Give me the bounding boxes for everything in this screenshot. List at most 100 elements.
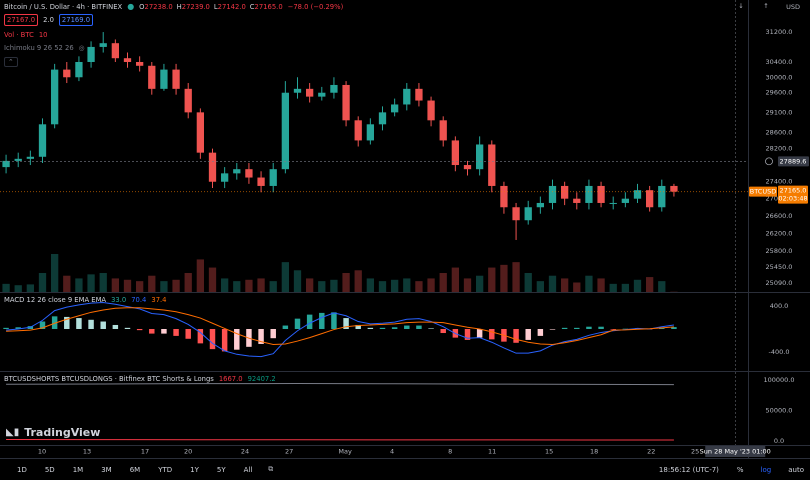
range-button[interactable]: YTD (158, 465, 173, 474)
volume-bar (415, 281, 423, 292)
range-button[interactable]: 6M (129, 465, 141, 474)
volume-bar (354, 270, 362, 292)
macd-histogram-bar (574, 327, 580, 329)
branding-text: TradingView (24, 426, 101, 439)
macd-histogram-bar (343, 318, 349, 329)
candle-body (597, 185, 605, 203)
macd-histogram-bar (379, 327, 386, 329)
y-tick-label: 27400.0 (766, 178, 793, 186)
macd-histogram-bar (391, 327, 398, 329)
macd-last: 70.4 (131, 296, 147, 304)
candle-body (512, 207, 520, 221)
candle-body (281, 92, 289, 170)
volume-bar (63, 275, 71, 292)
candle-body (245, 169, 253, 178)
range-button[interactable]: 5D (44, 465, 55, 474)
series-line (6, 438, 674, 441)
range-button[interactable]: All (243, 465, 253, 474)
volume-bar (561, 278, 569, 292)
eye-icon[interactable]: ◎ (78, 44, 85, 52)
candle-body (670, 185, 678, 192)
candle-body (233, 169, 241, 174)
last-price-tag (778, 185, 808, 204)
ohlc-key: O (139, 2, 145, 11)
macd-histogram-bar (294, 318, 301, 329)
bid[interactable]: 27167.0 (4, 14, 39, 26)
scroll-button[interactable]: ↑ (763, 2, 768, 10)
volume-bar (148, 275, 156, 292)
candle-body (548, 185, 557, 203)
volume-bar (87, 274, 95, 292)
hist-last: 33.0 (111, 296, 127, 304)
macd-histogram-bar (537, 328, 544, 336)
x-tick-label: 11 (488, 448, 496, 456)
branding[interactable]: ◣▮ TradingView (6, 426, 101, 439)
signal-line (6, 307, 674, 346)
range-button[interactable]: 1M (72, 465, 84, 474)
volume-bar (597, 278, 605, 292)
macd-histogram-bar (234, 328, 240, 350)
indicator-legend: Ichimoku 9 26 52 26 ◎ (4, 44, 85, 52)
candle-body (403, 88, 411, 105)
volume-bar (646, 277, 654, 292)
candle-body (38, 124, 47, 157)
candle-body (269, 169, 277, 186)
volume-bar (14, 285, 22, 292)
volume-bar (573, 282, 581, 292)
option-button[interactable]: auto (788, 465, 804, 474)
candle-body (318, 92, 326, 97)
range-button[interactable]: 5Y (216, 465, 226, 474)
market-dot: ● (127, 2, 135, 11)
ask[interactable]: 27169.0 (58, 14, 94, 26)
ohlc-value: 27239.0 (181, 2, 210, 11)
macd-title: MACD 12 26 close 9 EMA EMA (4, 296, 107, 304)
candle-body (536, 202, 544, 208)
macd-histogram-bar (270, 328, 276, 339)
candle-body (172, 69, 180, 89)
ohlc-key: C (249, 2, 255, 11)
candle-body (585, 185, 593, 203)
option-button[interactable]: log (760, 465, 772, 474)
candle-body (378, 112, 387, 125)
y-tick-label: 50000.0 (766, 406, 793, 414)
y-tick-label: 28200.0 (766, 145, 793, 153)
macd-line (6, 302, 674, 358)
ohlc-value: 27142.0 (217, 2, 246, 11)
candle-body (87, 46, 95, 62)
option-button[interactable]: % (736, 465, 744, 474)
volume-bar (548, 275, 557, 292)
candle-body (658, 185, 666, 208)
crosshair-price-box (778, 156, 809, 167)
macd-histogram-bar (3, 327, 9, 329)
volume-bar (403, 278, 411, 292)
range-button[interactable]: 1D (17, 465, 27, 474)
screenshot-icon[interactable]: ⧉ (268, 465, 274, 473)
ohlc: O 27238.0 H 27239.0 L 27142.0 C 27165.0 (139, 3, 282, 11)
header: Bitcoin / U.S. Dollar · 4h · BITFINEX ● … (4, 2, 343, 11)
macd-histogram-bar (331, 312, 337, 329)
volume-bar (196, 259, 204, 292)
ohlc-value: 27238.0 (144, 2, 173, 11)
x-tick-label: 25 (691, 448, 699, 456)
macd-histogram-bar (124, 327, 131, 329)
y-tick-label: 30000.0 (766, 73, 793, 81)
macd-histogram-bar (112, 324, 119, 329)
candle-body (14, 158, 22, 161)
candle-body (148, 65, 156, 89)
volume-bar (75, 278, 83, 292)
range-button[interactable]: 3M (101, 465, 112, 474)
volume-bar (439, 273, 447, 292)
range-button[interactable]: 1Y (190, 465, 199, 474)
volume-bar (221, 278, 229, 292)
volume-bar (306, 278, 314, 292)
y-tick-label: 29600.0 (766, 89, 793, 97)
macd-histogram-bar (258, 328, 264, 344)
macd-histogram-bar (39, 321, 46, 329)
add-alert-button[interactable] (765, 157, 773, 166)
candle-body (123, 58, 132, 62)
quotes: 27167.0 2.0 27169.0 (4, 14, 94, 26)
scroll-button[interactable]: ↓ (738, 2, 743, 10)
collapse-button[interactable]: ⌃ (4, 57, 18, 67)
crosshair-price: 27889.6 (780, 157, 807, 165)
x-tick-label: 17 (141, 448, 149, 456)
